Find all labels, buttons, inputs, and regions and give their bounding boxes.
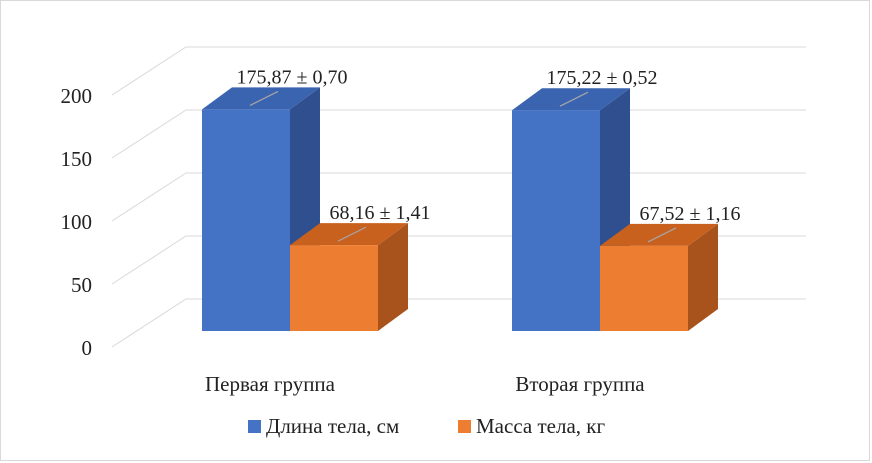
data-label: 68,16 ± 1,41 (330, 202, 431, 224)
y-tick-label: 200 (61, 84, 93, 108)
y-axis-ticks: 0 50 100 150 200 (61, 84, 93, 360)
data-label-leader (559, 91, 589, 107)
y-tick-label: 0 (82, 336, 93, 360)
data-label: 175,22 ± 0,52 (547, 67, 658, 89)
bars (202, 87, 718, 331)
y-tick-label: 50 (71, 273, 92, 297)
data-label-leader (249, 90, 279, 106)
bar (290, 223, 408, 331)
category-label: Вторая группа (515, 372, 645, 396)
y-tick-label: 100 (61, 210, 93, 234)
data-label: 67,52 ± 1,16 (640, 203, 741, 225)
category-label: Первая группа (205, 372, 336, 396)
y-tick-label: 150 (61, 147, 93, 171)
data-label-leader (647, 227, 677, 243)
legend-swatch (248, 420, 261, 433)
legend: Длина тела, см Масса тела, кг (248, 414, 605, 438)
gridline (111, 46, 806, 96)
data-label: 175,87 ± 0,70 (237, 66, 348, 88)
legend-swatch (458, 420, 471, 433)
legend-label: Масса тела, кг (476, 414, 605, 438)
category-labels: Первая группа Вторая группа (205, 372, 645, 396)
legend-label: Длина тела, см (266, 414, 399, 438)
bar (600, 223, 718, 331)
data-labels: 175,87 ± 0,70 68,16 ± 1,41 175,22 ± 0,52 67… (237, 66, 741, 243)
bar (202, 87, 320, 331)
data-label-leader (337, 226, 367, 242)
